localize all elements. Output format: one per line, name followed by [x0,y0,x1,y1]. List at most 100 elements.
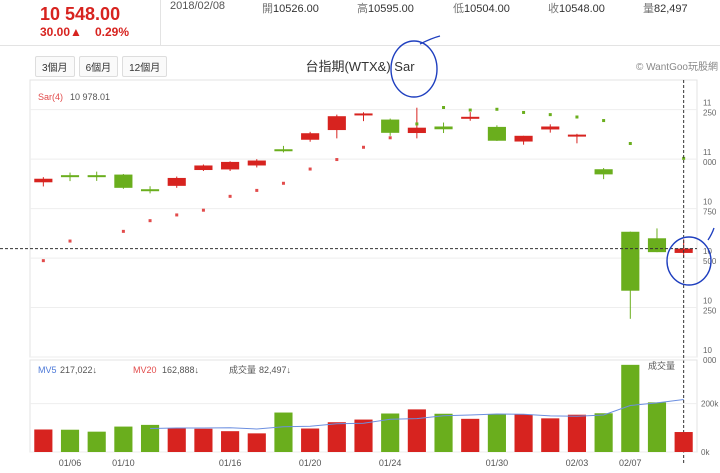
sar-point [68,239,72,243]
volume-bar [674,432,693,452]
quote-low-label: 低 [453,3,464,15]
annotation-circle [666,236,712,286]
candle-body [167,177,186,186]
quote-close-label: 收 [548,3,559,15]
price-tick-label: 11 [703,99,712,108]
quote-volume: 量82,497 [643,0,688,16]
volume-bar [140,424,160,452]
sar-point [682,156,686,160]
price-tick-label: 10 [703,346,712,355]
quote-low-value: 10504.00 [464,3,510,15]
volume-bar [594,413,613,452]
range-tabs: 3個月 6個月 12個月 [35,56,168,77]
sar-point [281,181,285,185]
price-tick-label: 000 [703,356,717,365]
mv20-legend-value: 162,888↓ [162,365,199,375]
price-tick-label: 750 [703,208,717,217]
candle-body [327,116,346,131]
candle-body [354,113,373,116]
volume-bar [247,433,266,452]
tab-6-months[interactable]: 6個月 [78,56,119,77]
sar-point [335,158,339,162]
candle-body [461,116,480,119]
sar-point [575,115,579,119]
volume-bar [221,431,240,452]
candle-body [381,119,400,133]
candle-body [301,133,320,140]
quote-volume-label: 量 [643,3,654,15]
candle-body [514,135,533,142]
sar-point [175,213,179,217]
candle-body [194,165,213,171]
volume-bar [301,428,320,452]
candle-body [594,169,613,175]
annotation-stroke [419,35,441,45]
sar-point [522,110,526,114]
sar-point [255,188,259,192]
x-tick-label: 01/30 [486,458,509,468]
sar-point [201,208,205,212]
quote-low: 低10504.00 [453,0,510,16]
sar-point [41,259,45,263]
volume-tick-label: 200k [701,400,719,409]
sar-point [415,122,419,126]
x-tick-label: 02/03 [566,458,589,468]
volume-bar [194,428,213,452]
volume-panel-label: 成交量 [648,360,675,371]
copyright-text: © WantGoo玩股網 [635,62,718,73]
sar-point [602,119,606,123]
tab-3-months[interactable]: 3個月 [35,56,75,77]
price-panel-frame [29,79,698,358]
quote-high: 高10595.00 [357,0,414,16]
quote-open: 開10526.00 [262,0,319,16]
price-tick-label: 10 [703,297,712,306]
volume-bar [514,414,533,452]
tab-12-months[interactable]: 12個月 [122,56,168,77]
sar-legend-value: 10 978.01 [70,92,110,102]
candle-body [407,127,426,134]
quote-close-value: 10548.00 [559,3,605,15]
header-divider [160,0,161,45]
volume-bar [541,418,560,452]
quote-open-value: 10526.00 [273,3,319,15]
price-tick-label: 10 [703,198,712,207]
volume-bar [621,364,640,452]
candle-body [621,231,640,291]
candle-body [87,175,106,178]
volume-bar [461,418,480,452]
sar-point [495,107,499,111]
price-tick-label: 250 [703,109,717,118]
candle-body [541,126,560,130]
volume-bar [114,426,133,452]
volume-bar [381,413,400,452]
x-tick-label: 01/20 [299,458,322,468]
price-tick-label: 10 [703,247,712,256]
price-change: 30.00▲ [40,25,82,39]
x-tick-label: 01/06 [59,458,82,468]
quote-open-label: 開 [262,3,273,15]
price-tick-label: 250 [703,307,717,316]
sar-point [548,113,552,117]
chart-title: 台指期(WTX&) Sar [305,59,415,74]
quote-high-value: 10595.00 [368,3,414,15]
volume-bar [274,412,293,452]
volume-bar [34,429,53,452]
annotation-circle [390,40,438,98]
volume-bar [407,409,426,452]
candle-body [221,161,240,170]
annotation-stroke [707,227,715,241]
price-tick-label: 500 [703,257,717,266]
quote-close: 收10548.00 [548,0,605,16]
quote-volume-value: 82,497 [654,3,688,15]
volume-bar [434,413,453,452]
volume-legend-value: 82,497↓ [259,365,291,375]
candle-body [60,175,80,178]
volume-bar [167,428,186,452]
volume-bar [354,419,373,452]
sar-point [388,136,392,140]
price-tick-label: 000 [703,158,717,167]
quote-header: 10 548.00 30.00▲ 0.29% 2018/02/08 開10526… [0,0,720,46]
x-tick-label: 01/16 [219,458,242,468]
mv5-legend-value: 217,022↓ [60,365,97,375]
sar-point [148,219,152,223]
